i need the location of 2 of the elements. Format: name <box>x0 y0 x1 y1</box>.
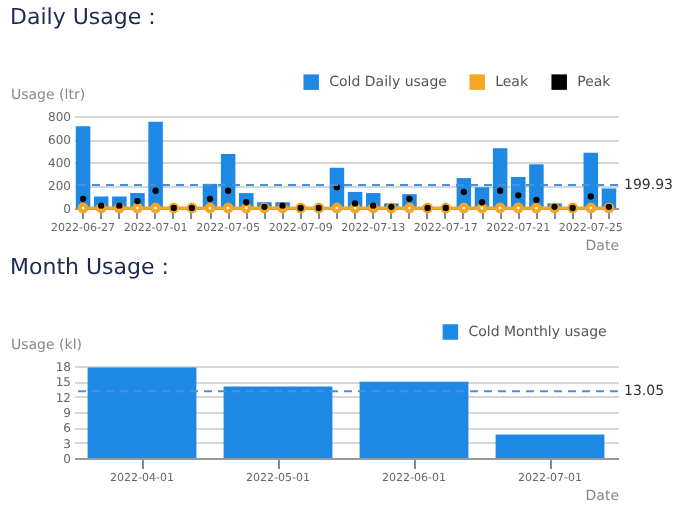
chart-title: Month Usage : <box>10 254 169 280</box>
chart-title: Daily Usage : <box>10 4 156 30</box>
